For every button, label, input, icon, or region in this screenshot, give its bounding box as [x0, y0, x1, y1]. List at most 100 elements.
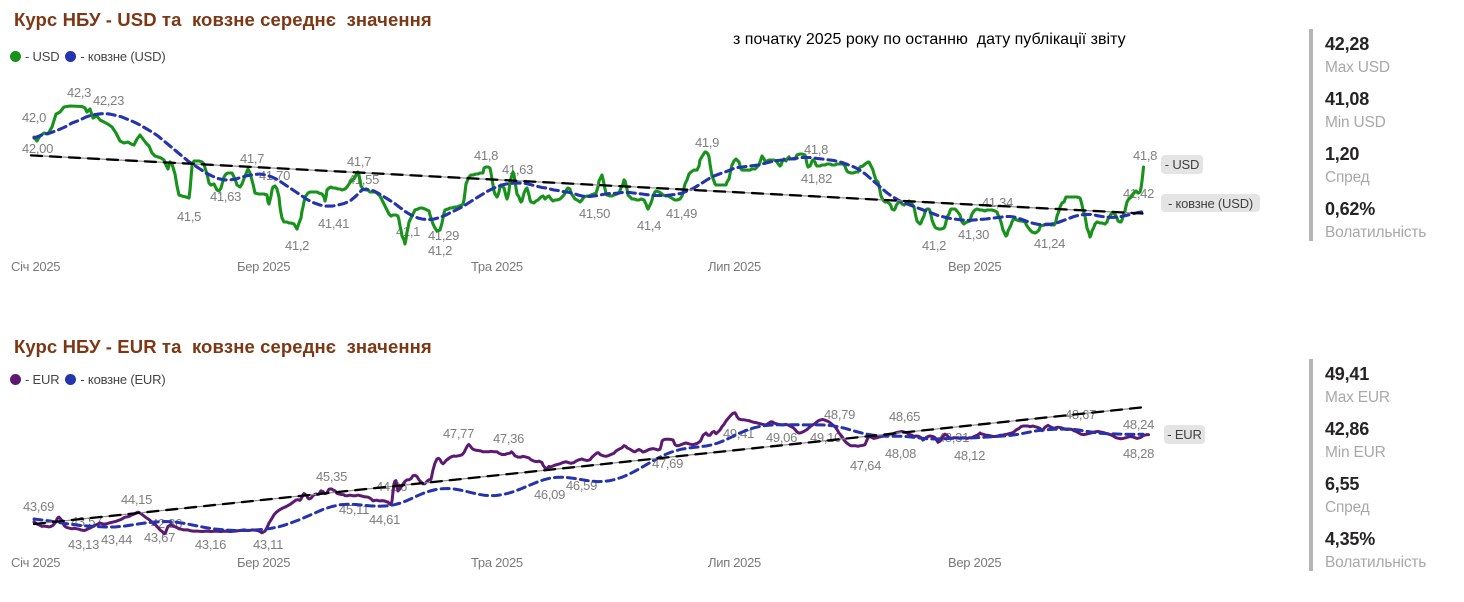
- usd-legend-item-1[interactable]: - ковзне (USD): [65, 48, 166, 64]
- usd-x-axis-label-2: Тра 2025: [471, 259, 523, 274]
- usd-chart-title: Курс НБУ - USD та ковзне середнє значенн…: [14, 9, 432, 30]
- eur-trend-underlay-line: [33, 406, 1142, 525]
- eur-x-axis-label-1: Бер 2025: [237, 555, 291, 570]
- eur-point-label: 45,11: [339, 502, 370, 517]
- eur-legend-item-0[interactable]: - EUR: [10, 371, 60, 387]
- eur-stat-value-1: 42,86: [1325, 419, 1370, 439]
- eur-legend-label-0: - EUR: [25, 371, 60, 387]
- eur-stat-caption-2: Спред: [1325, 499, 1370, 516]
- usd-point-label: 42,0: [22, 110, 47, 125]
- usd-trend-underlay-line: [30, 154, 1144, 215]
- usd-stats-bar: [1309, 29, 1313, 241]
- eur-point-label: 48,79: [824, 407, 856, 422]
- eur-point-label: 44,61: [369, 512, 401, 527]
- usd-point-label: 41,9: [695, 135, 720, 150]
- usd-series-line-1: [32, 111, 1145, 227]
- eur-series-line-2: [32, 406, 1143, 526]
- usd-point-label: 41,2: [285, 238, 310, 253]
- usd-point-label: 41,8: [804, 142, 829, 157]
- usd-legend-label-0: - USD: [25, 48, 60, 64]
- usd-point-label: 41,1: [396, 224, 421, 239]
- eur-series-end-label-0[interactable]: - EUR: [1164, 425, 1205, 444]
- eur-series-line-1: [32, 423, 1145, 532]
- usd-stat-caption-3: Волатильність: [1325, 224, 1427, 241]
- eur-point-label: 48,28: [1123, 446, 1155, 461]
- usd-point-label: 41,50: [579, 206, 611, 221]
- usd-point-label: 41,63: [210, 189, 242, 204]
- eur-stat-value-2: 6,55: [1325, 474, 1360, 494]
- usd-stat-value-1: 41,08: [1325, 89, 1370, 109]
- eur-point-label: 46,09: [534, 487, 566, 502]
- eur-stat-value-3: 4,35%: [1325, 529, 1376, 549]
- eur-point-label: 43,69: [23, 499, 55, 514]
- eur-legend-dot-1: [65, 373, 77, 385]
- eur-point-label: 45,35: [316, 469, 348, 484]
- eur-legend-dot-0: [10, 373, 21, 385]
- usd-point-label: 41,29: [428, 228, 460, 243]
- eur-point-label: 47,69: [652, 456, 684, 471]
- eur-point-label: 44,15: [121, 492, 153, 507]
- usd-point-label: 41,7: [347, 154, 372, 169]
- eur-point-label: 42,86: [151, 516, 183, 531]
- eur-legend-item-1[interactable]: - ковзне (EUR): [65, 371, 166, 387]
- usd-x-axis-label-0: Січ 2025: [11, 259, 61, 274]
- eur-x-axis-label-2: Тра 2025: [471, 555, 523, 570]
- eur-point-label: 48,08: [885, 446, 917, 461]
- eur-stat-caption-3: Волатильність: [1325, 554, 1427, 571]
- usd-legend: - USD - ковзне (USD): [10, 48, 166, 64]
- eur-legend: - EUR - ковзне (EUR): [10, 371, 166, 387]
- usd-point-label: 41,82: [801, 171, 833, 186]
- usd-series-line-0: [32, 104, 1146, 246]
- usd-point-label: 41,4: [637, 218, 662, 233]
- eur-series-end-label-text-0: - EUR: [1167, 427, 1202, 442]
- usd-series-end-label-0[interactable]: - USD: [1161, 155, 1203, 174]
- usd-point-label: 41,8: [474, 148, 499, 163]
- usd-stat-caption-2: Спред: [1325, 169, 1370, 186]
- usd-series-line-2: [29, 154, 1145, 215]
- usd-point-label: 41,2: [428, 243, 453, 258]
- usd-point-label: 41,70: [259, 168, 291, 183]
- usd-point-label: 42,00: [22, 141, 54, 156]
- usd-stat-value-2: 1,20: [1325, 144, 1360, 164]
- usd-point-label: 41,5: [177, 209, 202, 224]
- eur-point-label: 43,13: [68, 537, 100, 552]
- usd-point-label: 41,7: [240, 151, 265, 166]
- usd-point-label: 41,34: [982, 195, 1014, 210]
- usd-series-end-label-1[interactable]: - ковзне (USD): [1161, 194, 1260, 212]
- usd-annotation: з початку 2025 року по останню дату публ…: [733, 31, 1126, 48]
- eur-point-label: 43,44: [101, 532, 133, 547]
- eur-legend-label-1: - ковзне (EUR): [80, 371, 166, 387]
- eur-point-label: 48,67: [1065, 407, 1097, 422]
- usd-point-label: 42,23: [93, 93, 125, 108]
- eur-point-label: 47,77: [443, 426, 475, 441]
- eur-point-label: 43,67: [144, 530, 176, 545]
- eur-series-line-0: [32, 411, 1150, 536]
- eur-point-label: 44,86: [376, 479, 408, 494]
- eur-point-label: 48,12: [954, 448, 986, 463]
- eur-point-label: 49,10: [810, 430, 842, 445]
- usd-legend-label-1: - ковзне (USD): [80, 48, 166, 64]
- usd-point-label: 42,3: [67, 85, 92, 100]
- usd-point-label: 41,49: [666, 206, 698, 221]
- eur-point-label: 46,59: [566, 478, 598, 493]
- usd-point-label: 41,24: [1034, 236, 1066, 251]
- eur-stat-caption-0: Max EUR: [1325, 389, 1390, 406]
- eur-point-label: 43,16: [195, 537, 227, 552]
- usd-point-label: 41,63: [502, 162, 534, 177]
- usd-point-label: 41,8: [1133, 148, 1158, 163]
- eur-point-label: 48,24: [1123, 417, 1155, 432]
- eur-point-label: 49,41: [723, 426, 755, 441]
- usd-stat-caption-1: Min USD: [1325, 114, 1386, 131]
- usd-legend-item-0[interactable]: - USD: [10, 48, 60, 64]
- usd-point-label: 41,41: [318, 216, 350, 231]
- eur-stats-bar: [1309, 359, 1313, 571]
- eur-stat-value-0: 49,41: [1325, 364, 1370, 384]
- usd-stat-caption-0: Max USD: [1325, 59, 1390, 76]
